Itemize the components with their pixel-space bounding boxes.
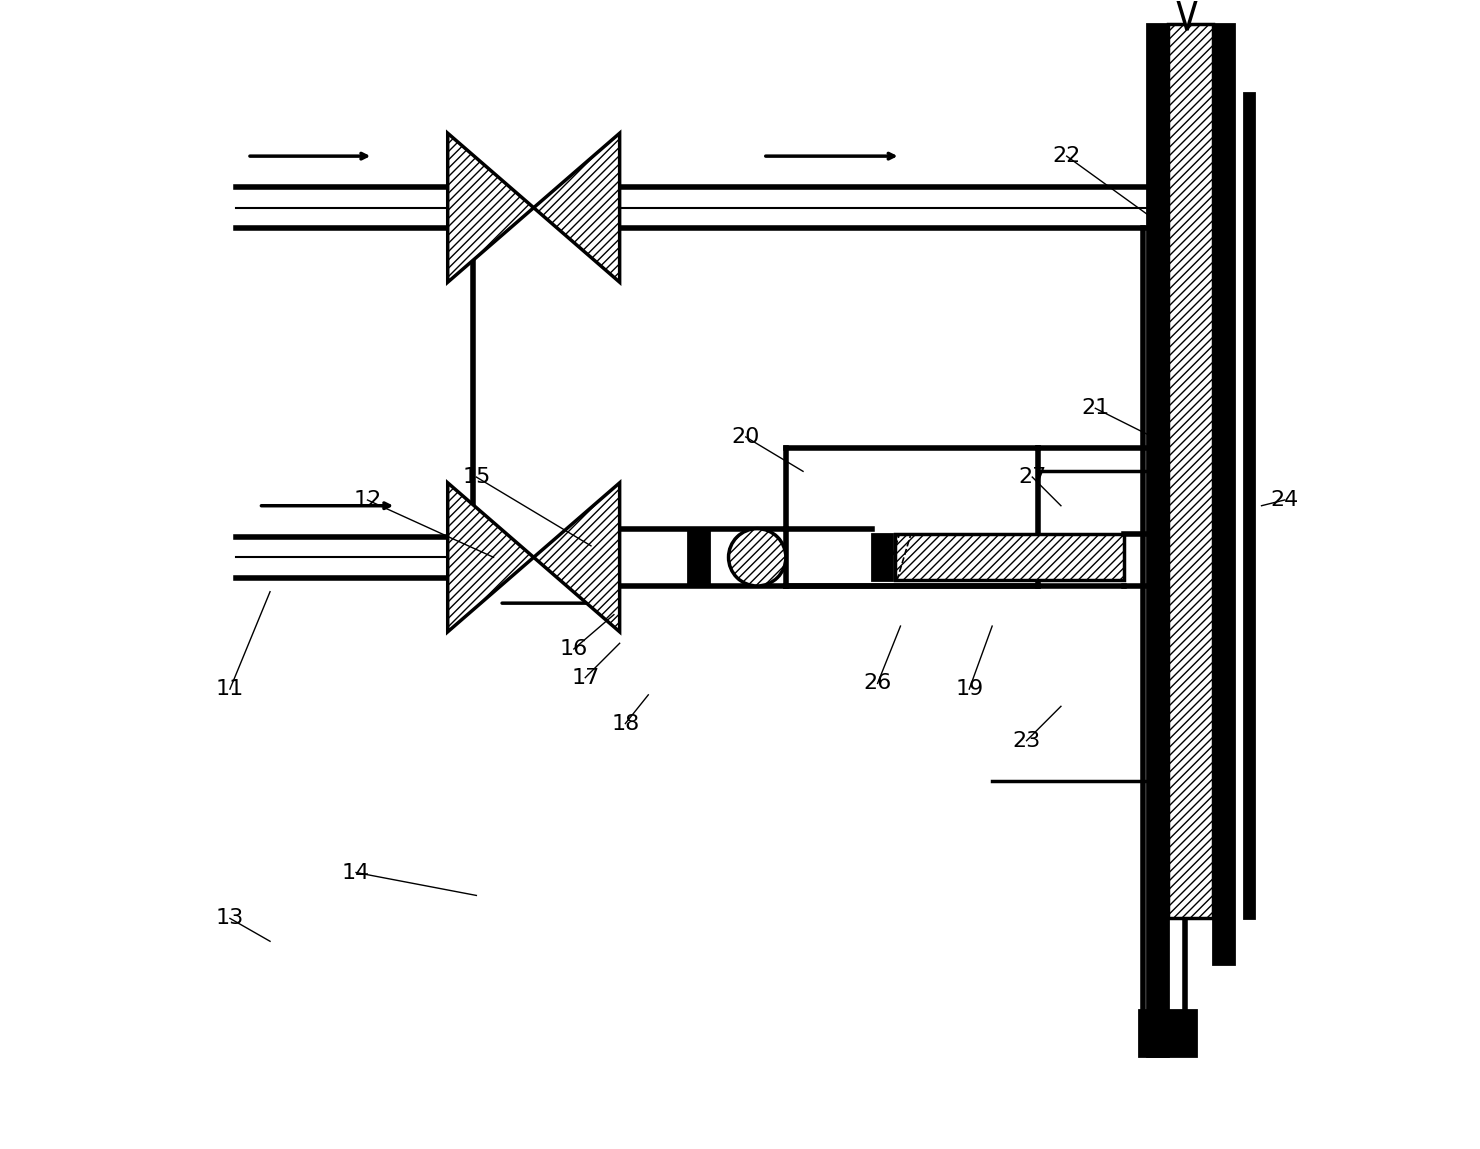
Circle shape (728, 529, 786, 586)
Text: 26: 26 (863, 673, 891, 693)
Bar (1168, 24, 1214, 918)
Text: 19: 19 (955, 679, 983, 699)
Text: 27: 27 (1018, 468, 1046, 487)
Polygon shape (1174, 0, 1200, 30)
Text: 17: 17 (571, 668, 599, 687)
Text: 24: 24 (1270, 489, 1298, 510)
Text: 16: 16 (559, 639, 588, 660)
Text: 22: 22 (1052, 146, 1080, 167)
Text: 18: 18 (611, 714, 639, 733)
Text: 23: 23 (1012, 731, 1040, 750)
Polygon shape (448, 133, 534, 283)
Bar (1147, 24, 1168, 1056)
Text: 20: 20 (731, 427, 759, 447)
Text: 12: 12 (354, 489, 382, 510)
Text: 15: 15 (462, 468, 490, 487)
Bar (1140, 1010, 1196, 1056)
Bar (1214, 24, 1234, 964)
Bar (688, 529, 709, 586)
Bar (1245, 93, 1254, 918)
Polygon shape (534, 133, 620, 283)
Text: 11: 11 (216, 679, 244, 699)
Polygon shape (448, 483, 534, 632)
Text: 14: 14 (342, 863, 370, 882)
Polygon shape (534, 483, 620, 632)
Text: 21: 21 (1082, 399, 1110, 418)
Bar (872, 534, 892, 580)
Text: 13: 13 (216, 909, 244, 928)
Bar (895, 534, 1123, 580)
